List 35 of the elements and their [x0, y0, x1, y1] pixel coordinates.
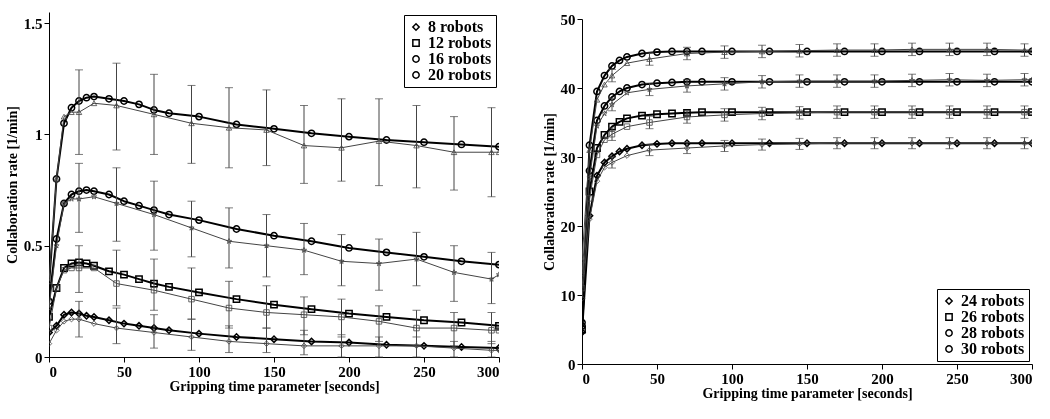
x-tick-label: 300: [477, 363, 500, 380]
x-tick-label: 300: [1010, 370, 1033, 387]
x-axis-title: Gripping time parameter [seconds]: [169, 378, 380, 394]
x-tick-label: 200: [871, 370, 894, 387]
legend-label: 24 robots: [961, 292, 1025, 309]
legend-label: 16 robots: [428, 50, 492, 67]
x-tick-label: 100: [188, 363, 211, 380]
x-tick-label: 50: [117, 363, 132, 380]
y-axis-title: Collaboration rate [1/min]: [4, 106, 20, 264]
y-tick-label: 40: [560, 80, 576, 97]
legend-label: 26 robots: [961, 308, 1025, 325]
y-axis-title: Collaboration rate [1/min]: [541, 113, 557, 271]
y-tick-label: 0: [35, 349, 43, 366]
legend-label: 8 robots: [428, 18, 484, 35]
x-tick-label: 50: [650, 370, 665, 387]
x-axis-title: Gripping time parameter [seconds]: [702, 385, 913, 401]
y-tick-label: 20: [560, 218, 576, 235]
y-tick-label: 30: [560, 149, 576, 166]
x-tick-label: 250: [413, 363, 436, 380]
legend-label: 28 robots: [961, 324, 1025, 341]
x-tick-label: 250: [946, 370, 969, 387]
x-tick-label: 0: [49, 363, 57, 380]
legend-label: 20 robots: [428, 66, 492, 83]
legend-label: 12 robots: [428, 34, 492, 51]
legend-label: 30 robots: [961, 340, 1025, 357]
x-tick-label: 0: [582, 370, 590, 387]
x-tick-label: 150: [796, 370, 819, 387]
y-tick-label: 10: [560, 287, 576, 304]
x-tick-label: 150: [263, 363, 286, 380]
x-tick-label: 200: [338, 363, 361, 380]
y-tick-label: 1.5: [23, 15, 43, 32]
y-tick-label: 1: [35, 126, 43, 143]
x-tick-label: 100: [721, 370, 744, 387]
y-tick-label: 50: [560, 11, 576, 28]
y-tick-label: 0.5: [23, 238, 43, 255]
